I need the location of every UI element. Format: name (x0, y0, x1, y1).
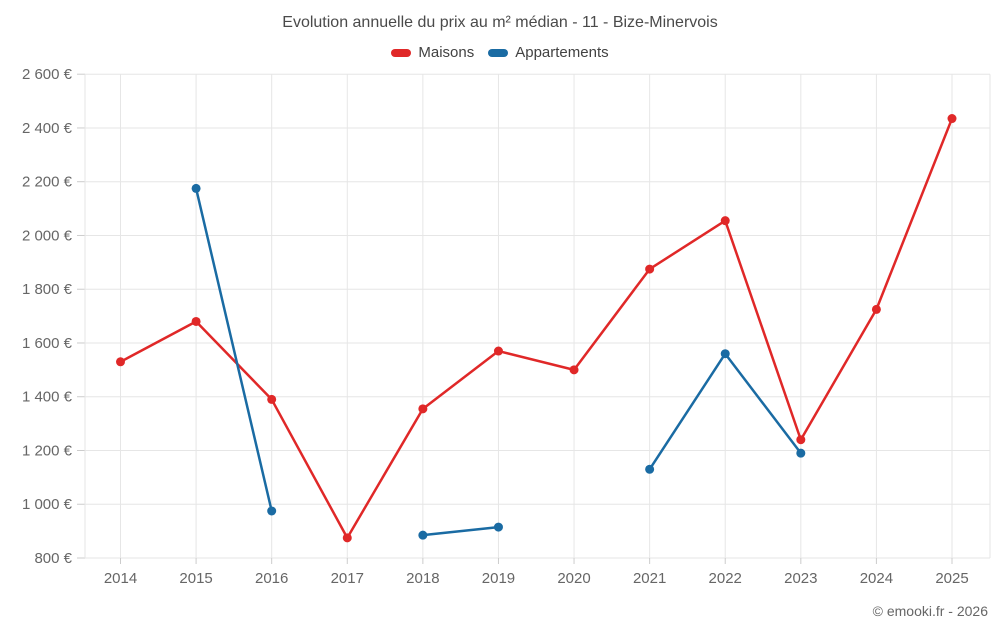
x-axis-label: 2015 (179, 570, 212, 587)
series-line-appartements (421, 525, 500, 537)
data-point-maisons-2021 (645, 264, 655, 274)
legend-label-appartements: Appartements (515, 44, 609, 61)
data-point-maisons-2025 (947, 114, 957, 124)
data-point-appartements-2016 (267, 506, 277, 516)
data-point-maisons-2014 (116, 357, 125, 367)
y-axis-label: 2 000 € (22, 227, 73, 244)
y-axis-label: 1 200 € (22, 442, 73, 459)
data-point-maisons-2024 (871, 304, 881, 314)
maisons-legend-marker-icon (391, 48, 412, 57)
data-point-appartements-2018 (418, 530, 428, 540)
data-point-maisons-2022 (720, 216, 730, 226)
y-axis-label: 2 400 € (22, 120, 73, 137)
data-point-appartements-2023 (796, 448, 806, 458)
x-axis-label: 2019 (482, 570, 515, 587)
x-axis-label: 2024 (860, 570, 893, 587)
y-axis-label: 2 200 € (22, 174, 73, 191)
data-point-maisons-2016 (267, 394, 277, 404)
x-axis-label: 2016 (255, 570, 288, 587)
legend-label-maisons: Maisons (418, 44, 475, 61)
x-axis-label: 2020 (557, 570, 590, 587)
y-axis-label: 1 800 € (22, 281, 73, 298)
chart-title: Evolution annuelle du prix au m² médian … (282, 14, 718, 31)
data-point-maisons-2020 (569, 365, 579, 375)
y-axis-label: 800 € (34, 550, 72, 567)
x-axis-label: 2025 (935, 570, 968, 587)
x-axis-label: 2018 (406, 570, 439, 587)
y-axis-label: 1 600 € (22, 335, 73, 352)
legend-item-maisons[interactable]: Maisons (391, 44, 474, 61)
x-axis-label: 2023 (784, 570, 817, 587)
legend-item-appartements[interactable]: Appartements (488, 44, 609, 61)
appartements-legend-marker-icon (488, 48, 509, 57)
data-point-maisons-2015 (191, 316, 201, 326)
chart-footer: © emooki.fr - 2026 (872, 603, 988, 619)
y-axis-label: 1 400 € (22, 389, 73, 406)
data-point-maisons-2023 (796, 435, 806, 445)
data-point-maisons-2017 (342, 533, 352, 543)
x-axis-label: 2022 (709, 570, 742, 587)
series-line-maisons (119, 117, 954, 540)
x-axis-label: 2021 (633, 570, 666, 587)
data-point-appartements-2019 (493, 522, 503, 532)
chart-legend: Maisons Appartements (0, 44, 1000, 61)
x-axis-label: 2014 (104, 570, 137, 587)
data-point-maisons-2019 (493, 346, 503, 356)
y-axis-label: 1 000 € (22, 496, 73, 513)
x-axis-label: 2017 (331, 570, 364, 587)
data-point-maisons-2018 (418, 404, 428, 414)
data-point-appartements-2021 (645, 464, 655, 474)
data-point-appartements-2015 (191, 183, 201, 193)
series-line-appartements (194, 187, 273, 513)
data-point-appartements-2022 (720, 349, 730, 359)
y-axis-label: 2 600 € (22, 66, 73, 83)
